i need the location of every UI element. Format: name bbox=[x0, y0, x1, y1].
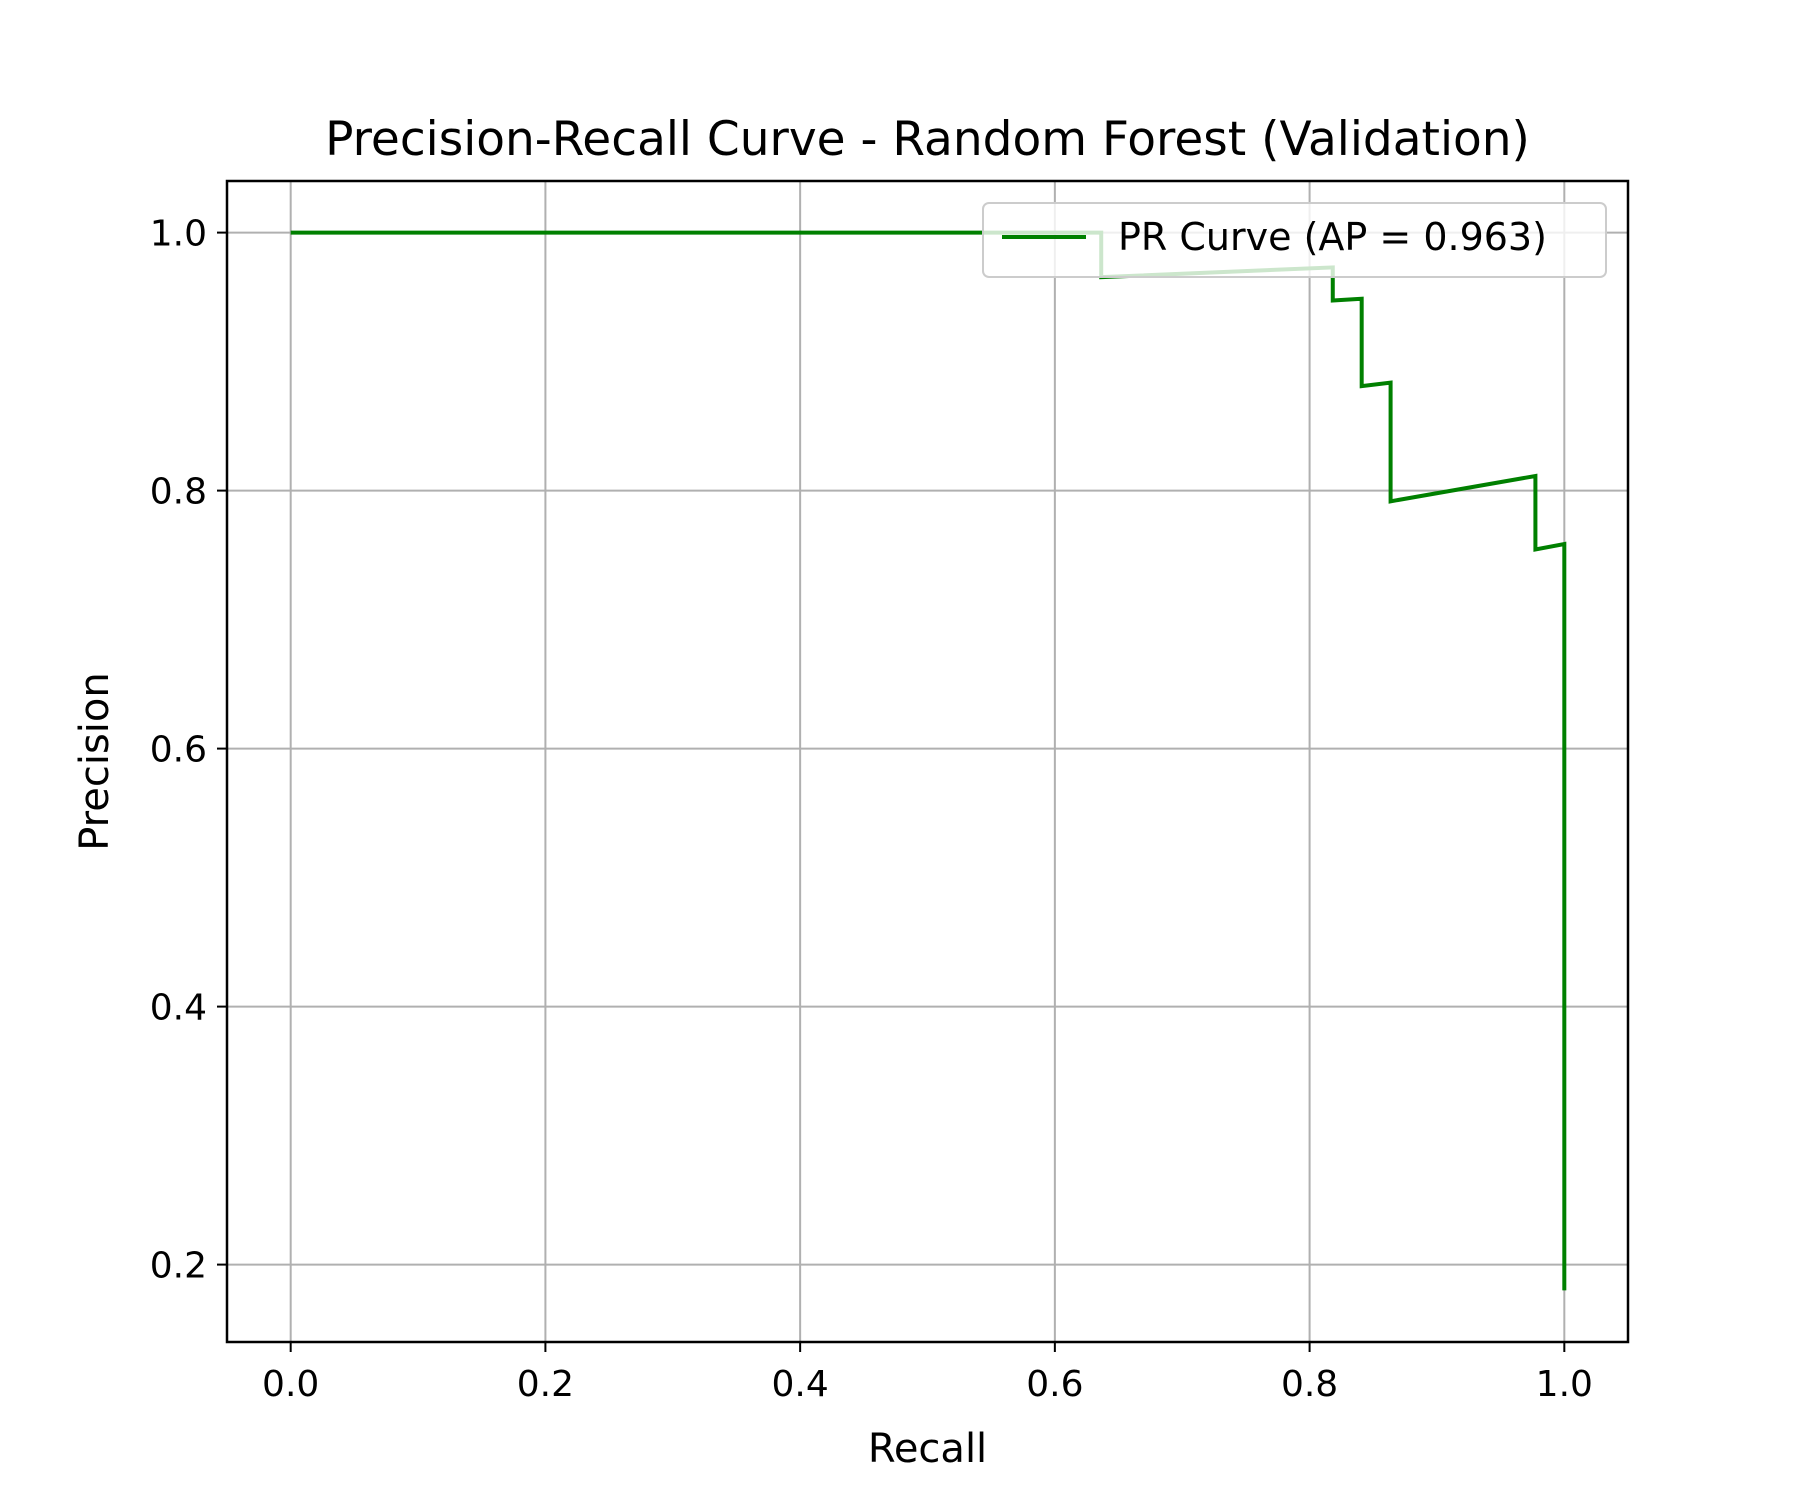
x-tick-label: 0.2 bbox=[517, 1364, 574, 1405]
legend-label: PR Curve (AP = 0.963) bbox=[1118, 215, 1547, 259]
y-tick-label: 0.2 bbox=[150, 1246, 207, 1287]
x-axis-label: Recall bbox=[868, 1426, 987, 1472]
x-tick-label: 0.4 bbox=[772, 1364, 829, 1405]
x-tick-label: 1.0 bbox=[1536, 1364, 1593, 1405]
y-tick-label: 0.8 bbox=[150, 472, 207, 513]
x-tick-label: 0.6 bbox=[1026, 1364, 1083, 1405]
axis-ticks: 0.0 0.2 0.4 0.6 0.8 1.0 0.2 0.4 0.6 0.8 1.0 bbox=[150, 214, 1593, 1405]
y-tick-label: 1.0 bbox=[150, 214, 207, 255]
y-tick-label: 0.6 bbox=[150, 730, 207, 771]
y-tick-label: 0.4 bbox=[150, 988, 207, 1029]
chart-title: Precision-Recall Curve - Random Forest (… bbox=[325, 112, 1530, 167]
legend: PR Curve (AP = 0.963) bbox=[982, 202, 1607, 278]
x-tick-label: 0.8 bbox=[1281, 1364, 1338, 1405]
plot-frame bbox=[225, 179, 1630, 1344]
y-axis-label: Precision bbox=[72, 672, 118, 850]
x-tick-label: 0.0 bbox=[262, 1364, 319, 1405]
legend-box bbox=[982, 202, 1607, 278]
